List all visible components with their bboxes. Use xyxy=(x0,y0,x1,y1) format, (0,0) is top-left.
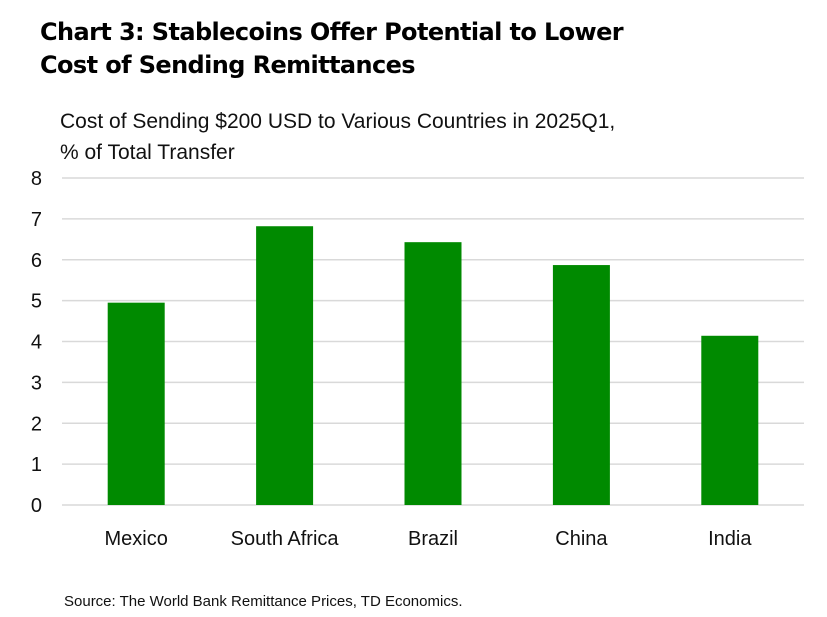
chart-title-line-1: Chart 3: Stablecoins Offer Potential to … xyxy=(40,18,624,46)
bars xyxy=(107,226,759,506)
source-note: Source: The World Bank Remittance Prices… xyxy=(64,593,463,610)
bar-china xyxy=(552,265,610,505)
y-tick-label: 8 xyxy=(31,168,42,190)
bar-south-africa xyxy=(256,226,314,506)
bar-mexico xyxy=(107,302,165,505)
x-tick-label: Mexico xyxy=(105,528,168,550)
y-tick-label: 0 xyxy=(31,495,42,517)
chart-subtitle-line-2: % of Total Transfer xyxy=(60,141,235,164)
chart-title-line-2: Cost of Sending Remittances xyxy=(40,51,416,79)
y-tick-label: 6 xyxy=(31,250,42,272)
y-tick-label: 2 xyxy=(31,413,42,435)
x-tick-label: South Africa xyxy=(231,528,340,550)
x-axis-ticks: Mexico South Africa Brazil China India xyxy=(105,528,753,550)
chart-title: Chart 3: Stablecoins Offer Potential to … xyxy=(40,16,800,82)
x-tick-label: China xyxy=(555,528,608,550)
bar-brazil xyxy=(404,242,462,505)
y-tick-label: 4 xyxy=(31,332,42,354)
y-axis-ticks: 0 1 2 3 4 5 6 7 8 xyxy=(31,168,42,517)
chart-subtitle: Cost of Sending $200 USD to Various Coun… xyxy=(60,106,615,168)
y-tick-label: 3 xyxy=(31,372,42,394)
y-tick-label: 7 xyxy=(31,209,42,231)
chart-subtitle-line-1: Cost of Sending $200 USD to Various Coun… xyxy=(60,110,616,133)
y-tick-label: 5 xyxy=(31,291,42,313)
x-tick-label: India xyxy=(708,528,752,550)
x-tick-label: Brazil xyxy=(408,528,458,550)
y-tick-label: 1 xyxy=(31,454,42,476)
bar-india xyxy=(701,335,759,505)
